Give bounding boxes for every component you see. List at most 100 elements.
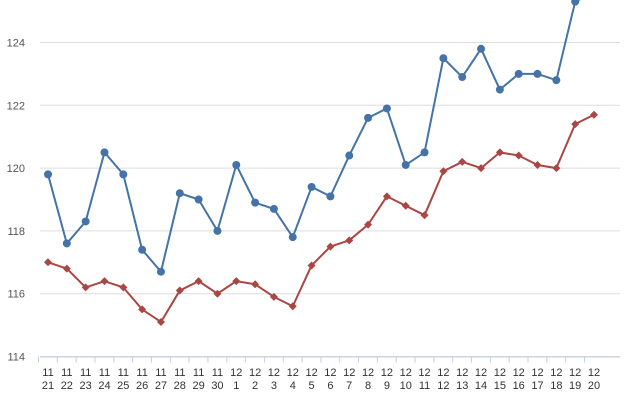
series-2-point <box>590 110 598 119</box>
series-1-point <box>288 233 297 242</box>
series-2-point <box>175 286 184 295</box>
series-2-point <box>81 283 90 292</box>
series-2-point <box>326 242 335 251</box>
series-2-line <box>47 113 595 323</box>
series-1-point <box>307 182 316 191</box>
x-tick-label: 12 17 <box>531 367 543 392</box>
series-1-point <box>439 54 448 63</box>
series-1-line <box>47 0 581 273</box>
series-2-point <box>364 220 373 229</box>
x-tick-label: 12 19 <box>569 367 581 392</box>
series-2-point <box>269 292 278 301</box>
y-axis: 114 116 118 120 122 124 <box>7 38 25 364</box>
series-1-point <box>477 44 486 53</box>
x-tick-label: 12 18 <box>550 367 562 392</box>
series-2-point <box>514 151 523 160</box>
series-layer <box>44 0 598 326</box>
series-2-point <box>44 258 52 267</box>
series-1-point <box>269 204 278 213</box>
x-tick-label: 11 25 <box>117 367 129 392</box>
series-1-point <box>533 69 542 78</box>
x-axis: 11 21 11 22 11 23 11 24 11 25 11 26 11 27 11 28 11 29 11 30… <box>38 356 620 392</box>
series-1-point <box>345 151 354 160</box>
series-1-point <box>364 113 373 122</box>
series-1-point <box>251 198 260 207</box>
series-1-point <box>571 0 580 6</box>
series-2-point <box>495 148 504 157</box>
x-tick-label: 12 12 <box>437 367 449 392</box>
series-1-point <box>119 170 128 179</box>
series-1-point <box>514 69 523 78</box>
series-1-point <box>495 85 504 94</box>
y-tick-label: 122 <box>7 100 25 112</box>
series-1-point <box>44 170 52 179</box>
x-tick-label: 11 27 <box>155 367 167 392</box>
series-2-point <box>288 302 297 311</box>
x-tick-label: 12 10 <box>400 367 412 392</box>
series-2-point <box>307 261 316 270</box>
series-1-point <box>156 267 165 276</box>
y-tick-label: 118 <box>7 226 25 238</box>
series-2-point <box>401 201 410 210</box>
series-2-point <box>420 211 429 220</box>
x-tick-label: 12 5 <box>305 367 317 392</box>
series-2-point <box>194 277 203 286</box>
x-tick-label: 11 28 <box>174 367 186 392</box>
series-1-point <box>62 239 71 248</box>
series-2-point <box>119 283 128 292</box>
series-2-point <box>213 289 222 298</box>
series-2-point <box>251 280 260 289</box>
x-tick-label: 12 4 <box>287 367 299 392</box>
y-tick-label: 114 <box>7 352 25 364</box>
series-2-point <box>232 277 241 286</box>
x-tick-label: 12 15 <box>494 367 506 392</box>
series-2-point <box>552 164 561 173</box>
x-tick-label: 12 3 <box>268 367 280 392</box>
series-2-point <box>439 167 448 176</box>
x-tick-label: 11 24 <box>98 367 110 392</box>
x-tick-label: 11 26 <box>136 367 148 392</box>
series-1-point <box>213 226 222 235</box>
x-tick-label: 12 11 <box>418 367 430 392</box>
series-2-point <box>477 164 486 173</box>
y-tick-label: 116 <box>7 289 25 301</box>
series-1-point <box>194 195 203 204</box>
x-tick-label: 12 13 <box>456 367 468 392</box>
series-1-point <box>81 217 90 226</box>
x-tick-label: 12 16 <box>513 367 525 392</box>
series-1-point <box>232 160 241 169</box>
series-1-point <box>458 73 467 82</box>
x-tick-label: 11 22 <box>61 367 73 392</box>
x-tick-label: 12 6 <box>324 367 336 392</box>
x-tick-label: 12 8 <box>362 367 374 392</box>
x-tick-label: 12 7 <box>343 367 355 392</box>
series-2-point <box>458 157 467 166</box>
x-tick-label: 12 9 <box>381 367 393 392</box>
series-2-point <box>62 264 71 273</box>
x-tick-label: 11 21 <box>42 367 54 392</box>
x-tick-label: 12 1 <box>230 367 242 392</box>
y-tick-label: 120 <box>7 163 25 175</box>
series-1-point <box>326 192 335 201</box>
x-tick-label: 11 29 <box>192 367 204 392</box>
series-1-point <box>100 148 109 157</box>
series-1-point <box>552 76 561 85</box>
series-2-point <box>156 317 165 326</box>
series-1-point <box>382 104 391 113</box>
series-2-point <box>345 236 354 245</box>
x-tick-label: 12 14 <box>475 367 487 392</box>
series-2-point <box>138 305 147 314</box>
series-2-point <box>382 192 391 201</box>
series-1-point <box>401 160 410 169</box>
x-tick-label: 12 2 <box>249 367 261 392</box>
series-1-point <box>175 189 184 198</box>
y-tick-label: 124 <box>7 38 25 50</box>
series-2-point <box>533 160 542 169</box>
series-2-point <box>100 277 109 286</box>
x-tick-label: 12 20 <box>588 367 600 392</box>
series-2-point <box>571 120 580 129</box>
series-1-point <box>420 148 429 157</box>
series-1-point <box>138 245 147 254</box>
x-tick-label: 11 30 <box>211 367 223 392</box>
